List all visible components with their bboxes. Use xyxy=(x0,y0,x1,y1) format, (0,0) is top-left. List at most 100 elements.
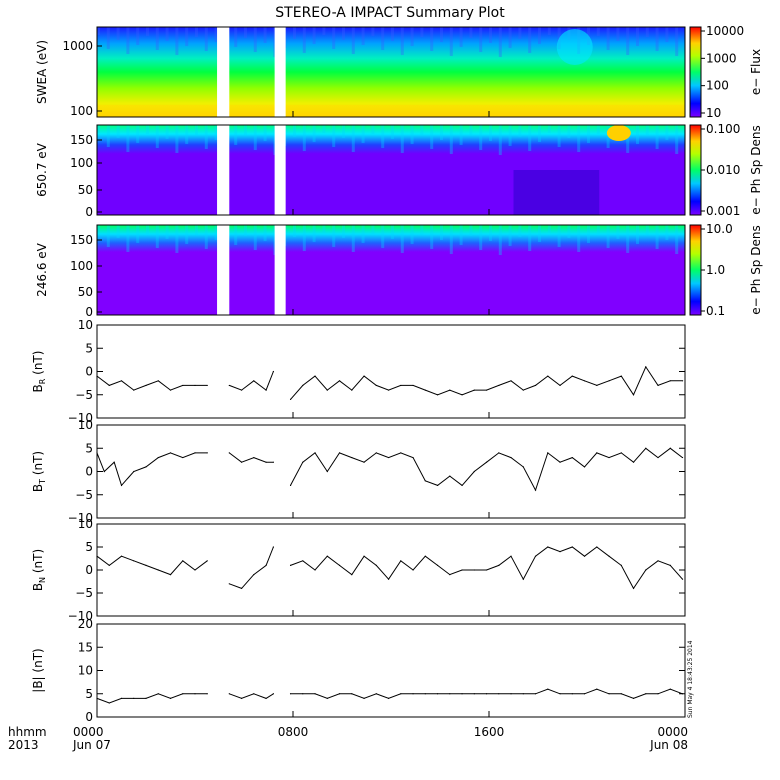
pad246-texture xyxy=(263,225,267,241)
pad246-texture xyxy=(293,225,296,237)
bt-data-point xyxy=(253,456,255,459)
bmag-data-point xyxy=(485,693,488,695)
pad650-ytick-label: 50 xyxy=(78,183,93,197)
pad246-texture xyxy=(518,225,522,237)
pad246-texture xyxy=(116,225,120,238)
bn-data-point xyxy=(120,555,123,557)
br-data-point xyxy=(449,389,451,391)
bt-data-point xyxy=(559,461,561,463)
bn-data-point xyxy=(608,555,610,557)
pad246-frame xyxy=(96,224,686,316)
bmag-series-line-segment-1 xyxy=(229,693,274,699)
bt-data-point xyxy=(449,475,451,477)
pad246-texture xyxy=(391,225,394,239)
bn-data-point xyxy=(596,546,598,548)
br-data-point xyxy=(265,389,267,391)
swea-colorbar-label: e− Flux xyxy=(749,49,763,95)
swea-texture xyxy=(596,27,600,36)
br-series-line-segment-0 xyxy=(96,375,208,391)
pad246-texture xyxy=(479,225,483,250)
br-ytick-label: 5 xyxy=(85,341,93,355)
bt-data-point xyxy=(265,461,267,463)
br-data-point xyxy=(157,380,159,382)
br-data-point xyxy=(387,389,390,391)
swea-texture xyxy=(636,27,639,46)
bn-data-point xyxy=(351,574,353,576)
pad246-texture xyxy=(616,225,620,239)
bmag-data-point xyxy=(338,693,341,695)
br-data-point xyxy=(583,380,586,382)
pad650-texture xyxy=(420,125,424,135)
bn-data-point xyxy=(228,583,230,585)
pad246-texture xyxy=(626,225,630,253)
swea-texture xyxy=(361,27,365,45)
bn-ytick-label: 5 xyxy=(85,540,93,554)
swea-texture xyxy=(204,27,208,51)
pad246-texture xyxy=(371,225,375,234)
bt-data-point xyxy=(326,470,328,473)
pad650-texture xyxy=(675,125,679,154)
bn-data-point xyxy=(375,564,377,567)
pad650-texture xyxy=(195,125,198,135)
pad246-texture xyxy=(606,225,610,248)
bt-ytick-label: −5 xyxy=(75,488,93,502)
bn-data-point xyxy=(571,546,573,548)
bmag-data-point xyxy=(145,697,147,700)
br-data-point xyxy=(400,384,402,387)
pad650-texture xyxy=(381,125,385,148)
swea-texture xyxy=(400,27,404,55)
bn-data-point xyxy=(314,569,316,571)
bmag-ytick-label: 5 xyxy=(85,687,93,701)
bmag-data-point xyxy=(133,697,135,700)
bt-data-point xyxy=(645,447,647,449)
pad246-texture xyxy=(400,225,404,253)
bmag-data-point xyxy=(194,693,196,695)
pad650-texture xyxy=(655,125,659,149)
bmag-data-point xyxy=(363,697,365,700)
bmag-frame xyxy=(96,623,686,718)
br-data-point xyxy=(338,380,341,382)
bmag-data-point xyxy=(632,697,635,700)
pad246-texture xyxy=(636,225,639,244)
br-data-point xyxy=(169,389,172,391)
br-data-point xyxy=(96,375,98,377)
swea-texture xyxy=(175,27,179,55)
swea-texture xyxy=(675,27,679,56)
br-ytick-label: 10 xyxy=(78,318,93,332)
bt-data-point xyxy=(510,456,512,459)
swea-texture xyxy=(332,27,336,49)
bmag-data-point xyxy=(461,693,463,695)
swea-texture xyxy=(410,27,414,46)
bn-data-point xyxy=(449,574,451,576)
pad246-texture xyxy=(489,225,492,241)
pad246-texture xyxy=(136,225,140,243)
pad246-texture xyxy=(410,225,414,244)
pad650-texture xyxy=(126,125,130,152)
bt-ytick-label: 5 xyxy=(85,441,93,455)
bmag-data-point xyxy=(571,693,573,695)
bmag-data-point xyxy=(289,693,292,695)
pad246-spectrogram xyxy=(97,225,685,315)
bmag-data-point xyxy=(375,693,377,695)
br-data-point xyxy=(363,375,365,377)
pad246-texture xyxy=(596,225,600,234)
bn-data-point xyxy=(632,587,635,590)
bt-data-point xyxy=(461,484,463,487)
bn-data-point xyxy=(485,569,488,571)
swea-texture xyxy=(557,27,561,49)
br-data-point xyxy=(302,384,304,387)
bt-data-point xyxy=(583,466,586,468)
bt-data-point xyxy=(169,452,172,454)
swea-texture xyxy=(244,27,247,38)
xtick-label-time: 0000 xyxy=(73,725,104,739)
pad650-texture xyxy=(244,125,247,136)
swea-texture xyxy=(195,27,198,37)
br-data-point xyxy=(120,380,123,382)
swea-texture xyxy=(430,27,434,51)
bt-data-point xyxy=(182,456,184,459)
pad650-texture xyxy=(498,125,502,155)
pad650-texture xyxy=(391,125,394,139)
swea-data-gap-1 xyxy=(274,26,286,118)
pad650-data-gap-1 xyxy=(274,124,286,216)
br-data-point xyxy=(326,389,328,391)
